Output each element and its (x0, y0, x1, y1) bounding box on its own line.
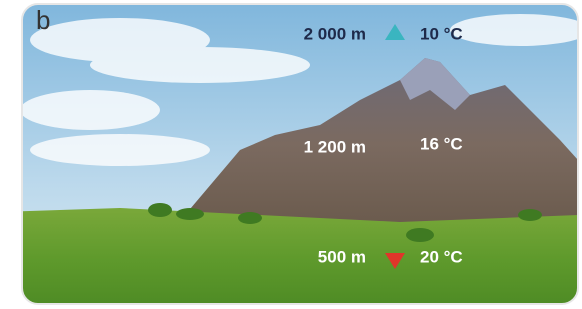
illustration: b 2 000 m 10 °C 1 200 m 16 °C 500 m 20 °… (0, 0, 582, 309)
meadow (0, 208, 578, 309)
panel-label: b (36, 5, 50, 35)
temperature-label: 20 °C (420, 247, 463, 266)
altitude-label: 1 200 m (304, 137, 366, 156)
altitude-label: 500 m (318, 247, 366, 266)
scene (0, 0, 582, 309)
altitude-label: 2 000 m (304, 24, 366, 43)
temperature-label: 10 °C (420, 24, 463, 43)
temperature-label: 16 °C (420, 134, 463, 153)
